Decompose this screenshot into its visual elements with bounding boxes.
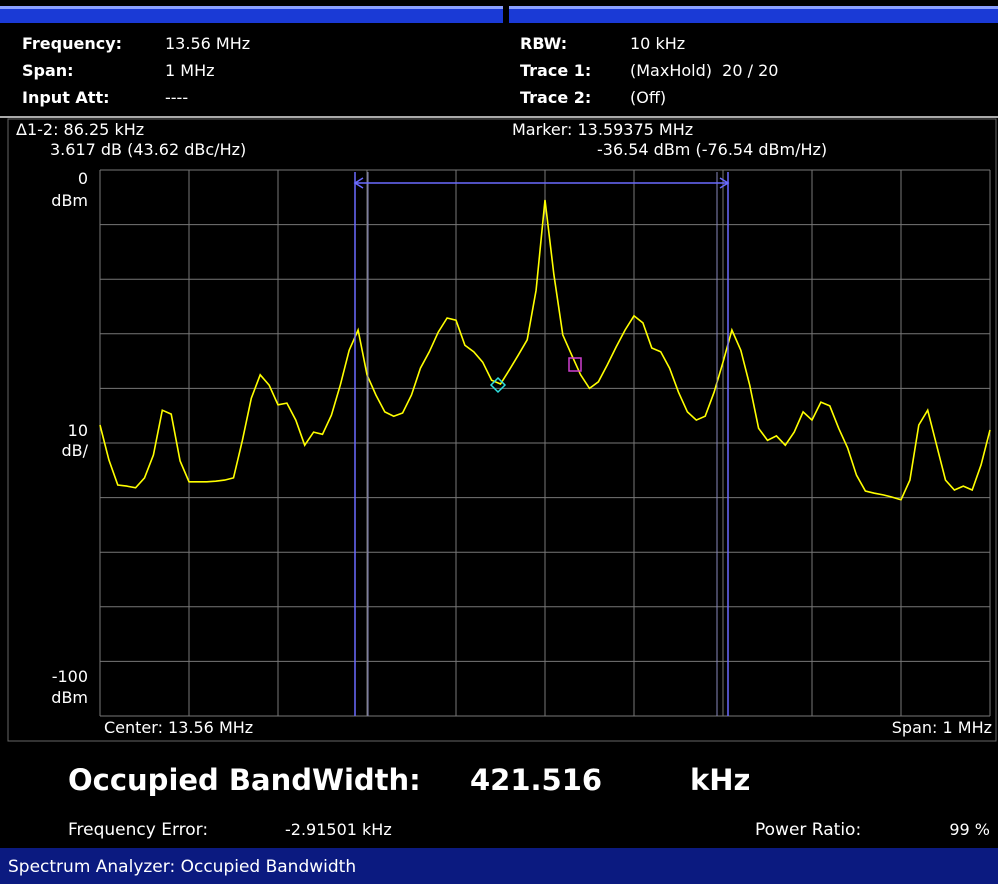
setting-value: 1 MHz bbox=[165, 61, 215, 80]
result-value: 421.516 bbox=[470, 763, 602, 797]
marker-2 bbox=[489, 376, 507, 394]
detail-value: -2.91501 kHz bbox=[285, 820, 392, 839]
detail-label: Power Ratio: bbox=[755, 820, 861, 840]
status-bar bbox=[0, 848, 998, 884]
status-text: Spectrum Analyzer: Occupied Bandwidth bbox=[8, 857, 356, 877]
marker-1 bbox=[568, 357, 582, 372]
marker-readout: -36.54 dBm (-76.54 dBm/Hz) bbox=[597, 140, 827, 159]
result-unit: kHz bbox=[690, 763, 750, 797]
delta-marker: 3.617 dB (43.62 dBc/Hz) bbox=[50, 140, 246, 159]
detail-value: 99 % bbox=[949, 820, 990, 839]
setting-value: ---- bbox=[165, 88, 188, 107]
top-tab-highlight bbox=[0, 6, 503, 9]
y-unit: dBm bbox=[51, 191, 88, 210]
trace-value: (Off) bbox=[630, 88, 666, 107]
top-tab bbox=[0, 6, 503, 23]
trace-label: RBW: bbox=[520, 34, 567, 53]
obw-arrowheads bbox=[353, 177, 730, 189]
setting-value: 13.56 MHz bbox=[165, 34, 250, 53]
y-label: 0 bbox=[78, 169, 88, 188]
trace bbox=[99, 199, 991, 501]
setting-label: Frequency: bbox=[22, 34, 122, 53]
y-scale-unit: dB/ bbox=[61, 441, 88, 460]
trace-label: Trace 2: bbox=[520, 88, 591, 107]
y-unit: dBm bbox=[51, 688, 88, 707]
delta-marker: Δ1-2: 86.25 kHz bbox=[16, 120, 144, 139]
setting-label: Span: bbox=[22, 61, 74, 80]
plot bbox=[99, 169, 991, 717]
y-label: -100 bbox=[52, 667, 88, 686]
x-right-label: Span: 1 MHz bbox=[892, 718, 992, 737]
trace-value: 10 kHz bbox=[630, 34, 685, 53]
marker-readout: Marker: 13.59375 MHz bbox=[512, 120, 693, 139]
trace-label: Trace 1: bbox=[520, 61, 591, 80]
x-left-label: Center: 13.56 MHz bbox=[104, 718, 253, 737]
setting-label: Input Att: bbox=[22, 88, 109, 107]
y-scale: 10 bbox=[68, 421, 88, 440]
top-tab-highlight bbox=[509, 6, 998, 9]
result-title: Occupied BandWidth: bbox=[68, 763, 421, 797]
top-tab bbox=[509, 6, 998, 23]
chart-frame bbox=[7, 118, 997, 742]
trace-value: (MaxHold) 20 / 20 bbox=[630, 61, 778, 80]
detail-label: Frequency Error: bbox=[68, 820, 208, 840]
